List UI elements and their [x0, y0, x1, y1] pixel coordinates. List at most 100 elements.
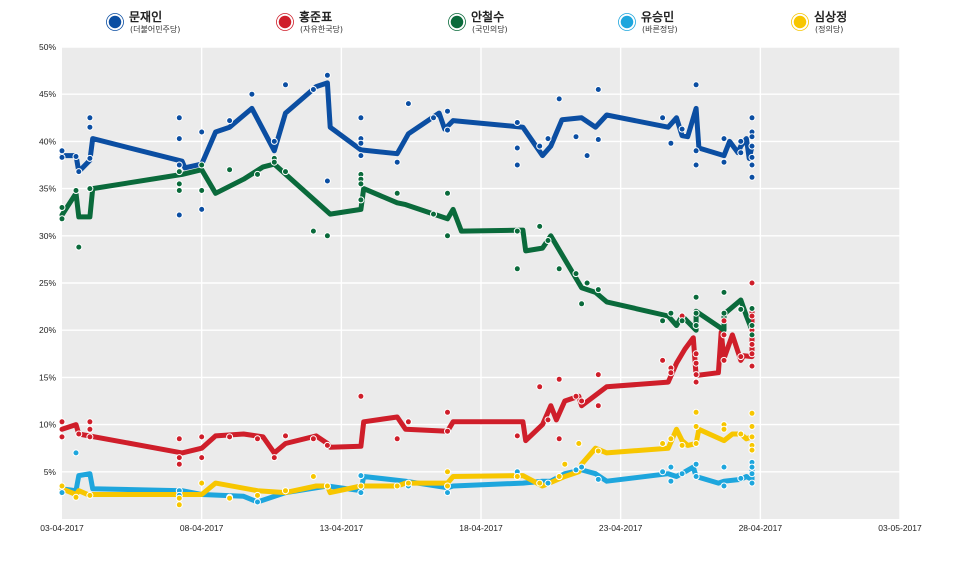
- data-point: [357, 114, 365, 122]
- x-tick-label: 08-04-2017: [180, 523, 224, 533]
- data-point: [86, 425, 94, 433]
- data-point: [72, 449, 80, 457]
- data-point: [578, 300, 586, 308]
- data-point: [720, 463, 728, 471]
- data-point: [748, 142, 756, 150]
- legend: 문재인(더불어민주당) 홍준표(자유한국당) 안철수(국민의당) 유승민(바른정당) 심…: [106, 9, 847, 34]
- data-point: [737, 149, 745, 157]
- data-point: [357, 489, 365, 497]
- data-point: [430, 114, 437, 122]
- data-point: [659, 440, 667, 447]
- data-point: [720, 135, 728, 143]
- data-point: [594, 136, 602, 143]
- data-point: [748, 470, 756, 478]
- data-point: [720, 158, 728, 166]
- legend-name: 홍준표: [299, 9, 332, 24]
- data-point: [594, 286, 602, 294]
- data-point: [748, 114, 756, 122]
- data-point: [720, 482, 728, 490]
- data-point: [393, 158, 401, 166]
- data-point: [667, 435, 675, 443]
- data-point: [544, 416, 552, 424]
- data-point: [86, 114, 94, 122]
- data-point: [198, 479, 206, 487]
- data-point: [175, 454, 183, 462]
- data-point: [737, 353, 745, 361]
- data-point: [513, 473, 521, 480]
- legend-marker-ring: [106, 13, 124, 31]
- data-point: [748, 153, 756, 161]
- data-point: [594, 447, 602, 455]
- data-point: [357, 392, 365, 400]
- data-point: [720, 425, 728, 433]
- x-tick-label: 18-04-2017: [459, 523, 503, 533]
- data-point: [748, 331, 756, 339]
- data-point: [692, 350, 700, 358]
- data-point: [748, 409, 756, 417]
- data-point: [323, 71, 331, 79]
- data-point: [678, 470, 686, 478]
- data-point: [75, 430, 83, 438]
- data-point: [444, 482, 451, 490]
- legend-party: (국민의당): [472, 24, 508, 34]
- data-point: [692, 473, 700, 480]
- data-point: [748, 423, 756, 430]
- data-point: [544, 237, 552, 244]
- data-point: [513, 227, 521, 235]
- data-point: [198, 161, 206, 169]
- data-point: [594, 86, 602, 93]
- data-point: [282, 432, 289, 440]
- data-point: [692, 371, 700, 379]
- data-point: [58, 433, 66, 441]
- data-point: [175, 494, 183, 502]
- data-point: [692, 293, 700, 301]
- series-points: [58, 71, 756, 509]
- data-point: [444, 408, 451, 416]
- legend-item: 심상정(정의당): [791, 9, 847, 34]
- data-point: [748, 446, 756, 454]
- data-point: [254, 491, 261, 499]
- data-point: [748, 305, 756, 312]
- data-point: [58, 489, 66, 497]
- data-point: [444, 126, 451, 134]
- y-tick-label: 35%: [39, 184, 56, 194]
- data-point: [254, 435, 261, 443]
- data-point: [555, 375, 563, 383]
- data-point: [737, 305, 745, 313]
- data-point: [357, 180, 365, 188]
- data-point: [58, 153, 66, 161]
- data-point: [282, 81, 289, 89]
- y-tick-label: 25%: [39, 278, 56, 288]
- data-point: [572, 270, 580, 278]
- data-point: [737, 430, 745, 438]
- data-point: [583, 279, 591, 287]
- data-point: [357, 482, 365, 490]
- data-point: [58, 215, 66, 223]
- data-point: [667, 309, 675, 317]
- data-point: [357, 152, 365, 160]
- data-point: [198, 454, 206, 462]
- data-point: [226, 166, 234, 174]
- data-point: [544, 479, 552, 487]
- data-point: [254, 170, 261, 178]
- legend-party: (더불어민주당): [130, 24, 180, 34]
- data-point: [561, 460, 569, 468]
- data-point: [513, 144, 521, 152]
- data-point: [748, 463, 756, 471]
- data-point: [737, 137, 745, 145]
- y-tick-label: 40%: [39, 136, 56, 146]
- legend-name: 유승민: [641, 9, 674, 24]
- data-point: [75, 243, 83, 251]
- data-point: [404, 418, 412, 426]
- data-point: [748, 322, 756, 329]
- data-point: [198, 433, 206, 441]
- data-point: [58, 418, 66, 426]
- data-point: [86, 154, 94, 162]
- data-point: [72, 493, 80, 501]
- x-axis: 03-04-2017 08-04-2017 13-04-2017 18-04-2017…: [40, 523, 922, 533]
- data-point: [659, 317, 667, 325]
- data-point: [198, 128, 206, 136]
- data-point: [270, 137, 278, 145]
- data-point: [692, 309, 700, 317]
